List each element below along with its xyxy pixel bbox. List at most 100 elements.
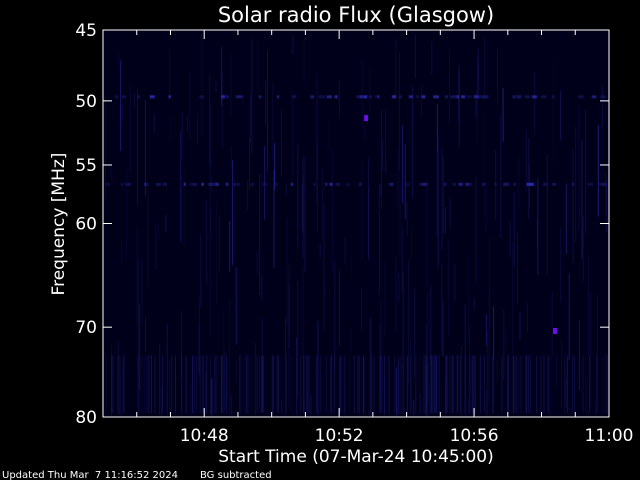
y-tick-label: 50	[75, 92, 97, 112]
low-band-streak	[239, 355, 241, 413]
signal-streak	[413, 399, 415, 415]
rfi-dash	[526, 182, 529, 186]
y-tick-label: 60	[75, 215, 97, 235]
signal-streak	[147, 185, 149, 287]
signal-streak	[552, 59, 554, 166]
rfi-dash	[156, 182, 161, 186]
signal-streak	[303, 37, 305, 83]
signal-streak	[402, 363, 404, 415]
low-band-streak	[451, 355, 453, 413]
signal-streak	[126, 166, 128, 259]
low-band-streak	[349, 355, 351, 413]
rfi-dash	[359, 95, 366, 99]
low-band-streak	[518, 355, 520, 413]
signal-streak	[487, 331, 489, 415]
rfi-dash	[189, 182, 193, 186]
low-band-streak	[400, 355, 402, 413]
low-band-streak	[596, 355, 598, 413]
low-band-streak	[438, 355, 440, 413]
signal-streak	[572, 149, 574, 263]
low-band-streak	[140, 355, 142, 413]
low-band-streak	[143, 355, 145, 413]
signal-streak	[224, 348, 226, 410]
low-band-streak	[446, 355, 447, 413]
low-band-streak	[373, 355, 375, 413]
signal-streak	[221, 46, 223, 107]
low-band-streak	[492, 355, 494, 413]
low-band-streak	[418, 355, 420, 413]
low-band-streak	[259, 355, 261, 413]
low-band-streak	[308, 355, 310, 413]
footer-bg-note: BG subtracted	[200, 470, 272, 480]
low-band-streak	[154, 355, 156, 413]
low-band-streak	[146, 355, 147, 413]
signal-highlights	[364, 115, 557, 334]
signal-streak	[368, 186, 370, 257]
low-band-streak	[261, 355, 263, 413]
signal-streak	[444, 207, 446, 234]
low-band-streak	[271, 355, 273, 413]
signal-streak	[205, 373, 207, 415]
signal-streak	[235, 360, 237, 384]
rfi-dash	[221, 95, 225, 99]
signal-streak	[425, 323, 427, 415]
rfi-dash	[201, 182, 204, 186]
rfi-dash	[494, 182, 497, 186]
rfi-dash	[192, 182, 197, 186]
low-band-streak	[117, 355, 119, 413]
y-tick-label: 45	[75, 21, 97, 41]
rfi-dash	[481, 182, 486, 186]
signal-streak	[222, 72, 224, 148]
signal-streak	[137, 256, 139, 370]
rfi-dash	[444, 95, 448, 99]
low-band-streak	[384, 355, 385, 413]
low-band-streak	[479, 355, 481, 413]
signal-streak	[588, 254, 589, 356]
low-band-streak	[248, 355, 250, 413]
signal-streak	[402, 125, 403, 204]
signal-streak	[133, 92, 135, 108]
rfi-dash	[374, 95, 378, 99]
signal-streak	[251, 38, 253, 155]
signal-streak	[560, 228, 562, 303]
low-band-streak	[362, 355, 364, 413]
signal-streak	[509, 220, 511, 257]
signal-streak	[398, 360, 400, 415]
signal-streak	[605, 350, 607, 415]
signal-streak	[261, 275, 263, 301]
signal-streak	[380, 184, 382, 195]
signal-streak	[447, 238, 449, 335]
low-band-streak	[214, 355, 216, 413]
low-band-streak	[606, 355, 608, 413]
signal-streak	[218, 215, 220, 274]
signal-streak	[316, 73, 318, 203]
signal-streak	[105, 95, 107, 201]
rfi-dash	[421, 95, 426, 99]
signal-streak	[235, 267, 237, 345]
rfi-dash	[329, 182, 333, 186]
low-band-streak	[210, 355, 212, 413]
low-band-streak	[520, 355, 522, 413]
signal-streak	[427, 292, 429, 406]
signal-streak	[110, 165, 112, 180]
low-band-streak	[106, 355, 108, 413]
signal-streak	[582, 214, 584, 282]
signal-streak	[605, 172, 607, 216]
low-band-streak	[527, 355, 529, 413]
rfi-dash	[466, 95, 472, 99]
rfi-dash	[105, 182, 110, 186]
spectrogram-texture	[105, 34, 608, 415]
low-band-streak	[333, 355, 335, 413]
rfi-dash	[291, 95, 297, 99]
signal-streak	[503, 309, 505, 380]
rfi-dash	[144, 182, 149, 186]
signal-streak	[436, 129, 438, 238]
signal-streak	[537, 178, 539, 275]
signal-streak	[297, 280, 299, 398]
signal-streak	[517, 232, 518, 305]
low-band-streak	[175, 355, 177, 413]
low-band-streak	[353, 355, 355, 413]
signal-streak	[159, 343, 161, 415]
signal-streak	[408, 260, 410, 383]
low-band-streak	[425, 355, 427, 413]
